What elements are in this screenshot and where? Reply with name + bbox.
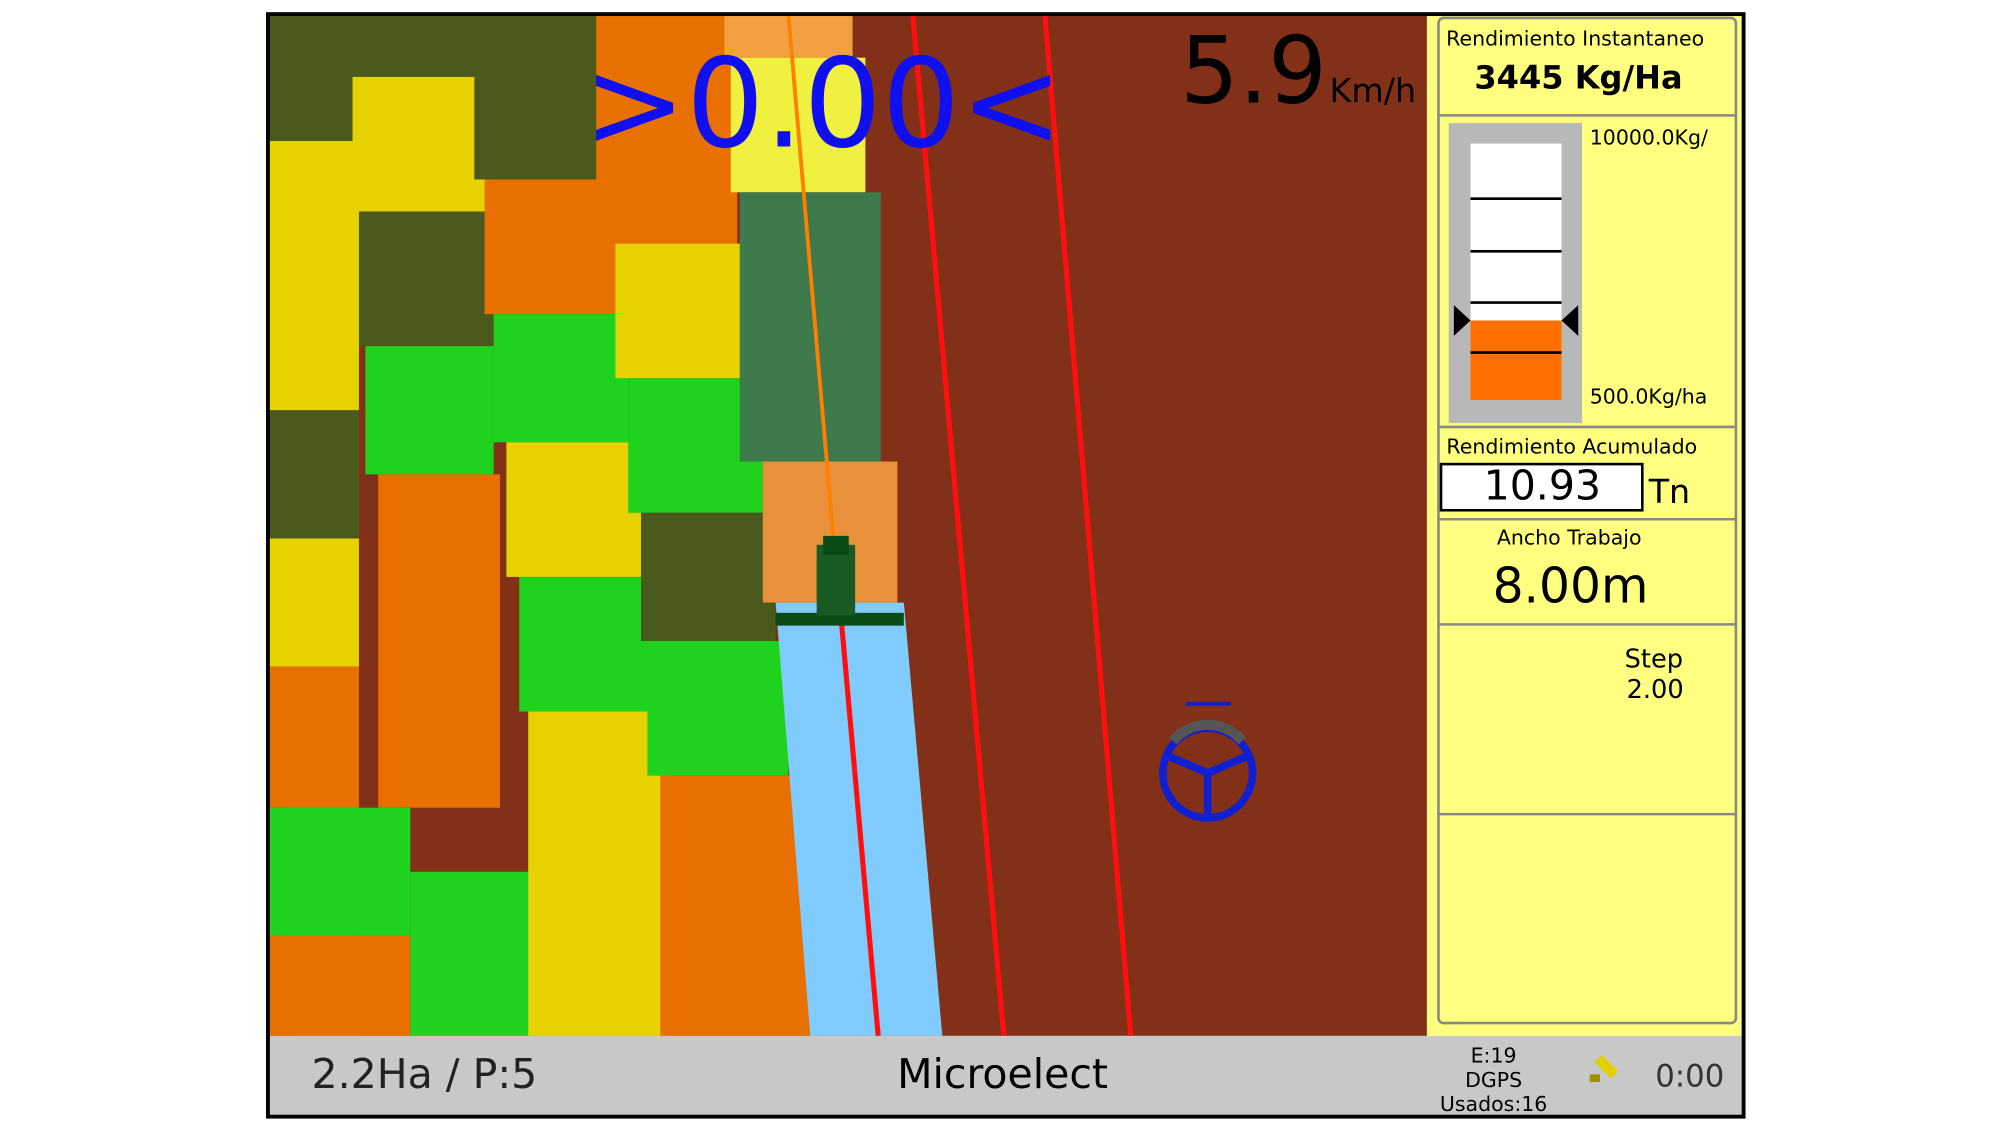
gps-used: Usados:16 (1440, 1092, 1547, 1116)
status-bar: 2.2Ha / P:5 Microelect E:19 DGPS Usados:… (269, 1035, 1744, 1116)
gauge-min-label: 500.0Kg/ha (1590, 384, 1708, 408)
guidance-offset: >0.00< (583, 34, 1063, 177)
gauge-max-label: 10000.0Kg/ (1590, 125, 1708, 149)
gauge-pointer (1453, 305, 1471, 336)
field-map (269, 15, 1427, 1037)
accumulated-value: 10.93 (1484, 461, 1601, 509)
accumulated-unit: Tn (1648, 472, 1690, 511)
instant-value: 3445 Kg/Ha (1474, 58, 1682, 96)
step-label: Step (1625, 644, 1683, 674)
speed-unit: Km/h (1329, 71, 1416, 110)
width-label: Ancho Trabajo (1497, 525, 1642, 549)
gauge (1453, 197, 1579, 400)
satellite-icon (1589, 1054, 1619, 1083)
area-count: 2.2Ha / P:5 (312, 1050, 538, 1098)
gauge-pointer (1561, 305, 1579, 336)
side-panel: Rendimiento Instantaneo 3445 Kg/Ha 10000… (1426, 15, 1744, 1036)
speed: 5.9 (1180, 16, 1327, 124)
step-value: 2.00 (1627, 675, 1684, 705)
gps-mode: DGPS (1465, 1068, 1522, 1092)
gps-e: E:19 (1471, 1043, 1517, 1067)
clock: 0:00 (1655, 1059, 1724, 1095)
brand: Microelect (897, 1050, 1108, 1098)
instant-label: Rendimiento Instantaneo (1446, 27, 1704, 51)
width-value: 8.00m (1493, 559, 1649, 615)
accumulated-label: Rendimiento Acumulado (1446, 434, 1697, 458)
gauge-fill (1470, 320, 1562, 400)
screen-border (266, 12, 1746, 1119)
